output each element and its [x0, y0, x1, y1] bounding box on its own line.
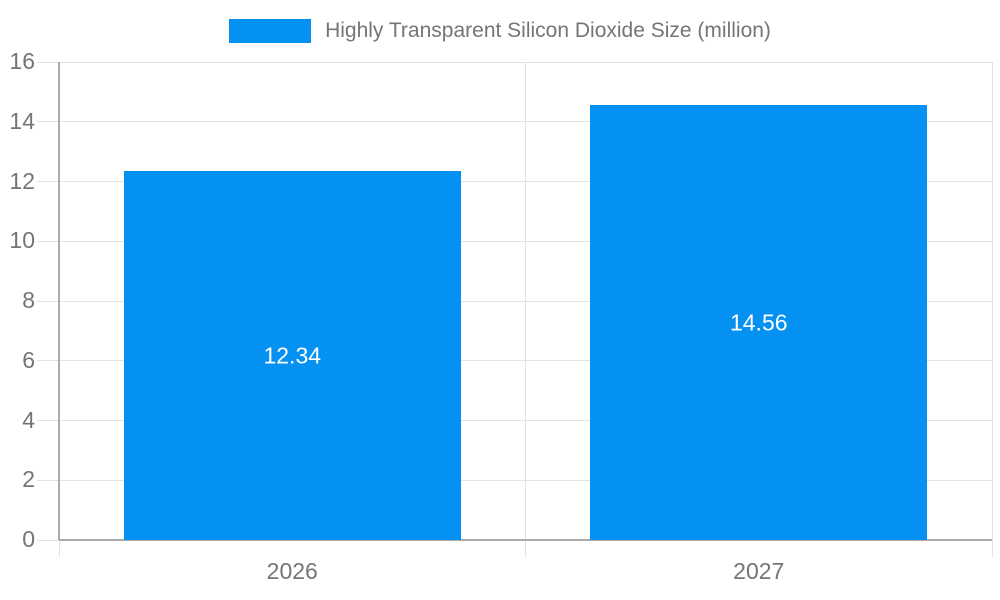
y-axis-tick-label: 12: [9, 167, 35, 194]
x-axis-category-label: 2027: [733, 558, 785, 584]
legend[interactable]: Highly Transparent Silicon Dioxide Size …: [0, 19, 1000, 43]
x-axis-line: [59, 539, 992, 541]
x-tick: [525, 540, 526, 557]
y-axis-tick-label: 14: [9, 107, 35, 134]
y-axis-tick-label: 2: [22, 466, 35, 493]
y-tick: [37, 181, 59, 182]
legend-swatch: [229, 19, 312, 43]
legend-label: Highly Transparent Silicon Dioxide Size …: [325, 19, 771, 42]
x-gridline: [991, 62, 993, 540]
x-axis-category-label: 2026: [266, 558, 318, 584]
y-axis-tick-label: 0: [22, 526, 35, 553]
bar-2027[interactable]: [590, 105, 928, 540]
y-tick: [37, 121, 59, 123]
bar-2026[interactable]: [123, 171, 461, 540]
y-tick: [37, 539, 59, 541]
y-tick: [37, 360, 59, 362]
x-tick: [58, 540, 60, 557]
y-tick: [37, 61, 59, 63]
x-tick: [991, 540, 993, 557]
y-tick: [37, 300, 59, 302]
y-axis-tick-label: 8: [22, 287, 35, 314]
y-tick: [37, 420, 59, 421]
y-axis-tick-label: 10: [9, 227, 35, 254]
y-tick: [37, 479, 59, 481]
y-axis-tick-label: 4: [22, 406, 35, 433]
bar-value-label: 12.34: [263, 342, 322, 369]
bar-value-label: 14.56: [729, 309, 788, 335]
y-axis-line: [58, 62, 60, 540]
y-tick: [37, 240, 59, 242]
y-axis-tick-label: 16: [9, 48, 35, 75]
x-gridline: [525, 62, 526, 540]
y-axis-tick-label: 6: [22, 346, 35, 373]
